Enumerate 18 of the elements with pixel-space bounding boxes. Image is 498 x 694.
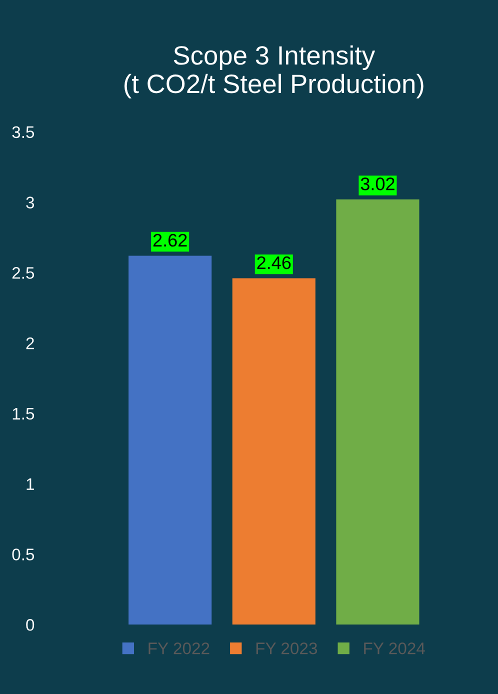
- bar: [232, 278, 316, 625]
- legend-label: FY 2023: [256, 642, 318, 654]
- y-tick-label: 0: [26, 619, 34, 631]
- y-tick-label: 1: [26, 478, 34, 490]
- chart-title: Scope 3 Intensity (t CO2/t Steel Production): [124, 45, 424, 98]
- y-tick-label: 0.5: [12, 548, 34, 560]
- legend-label: FY 2024: [364, 642, 425, 654]
- data-label: 2.62: [153, 234, 187, 247]
- bar: [128, 256, 212, 625]
- legend-label: FY 2022: [148, 642, 210, 654]
- data-label: 3.02: [360, 178, 394, 190]
- y-tick-label: 1.5: [12, 408, 34, 420]
- data-label: 2.46: [257, 256, 291, 270]
- y-tick-label: 3.5: [12, 126, 34, 138]
- bar: [336, 199, 420, 625]
- y-tick-label: 2: [26, 337, 34, 350]
- y-tick-label: 2.5: [12, 267, 34, 279]
- y-tick-label: 3: [26, 196, 34, 208]
